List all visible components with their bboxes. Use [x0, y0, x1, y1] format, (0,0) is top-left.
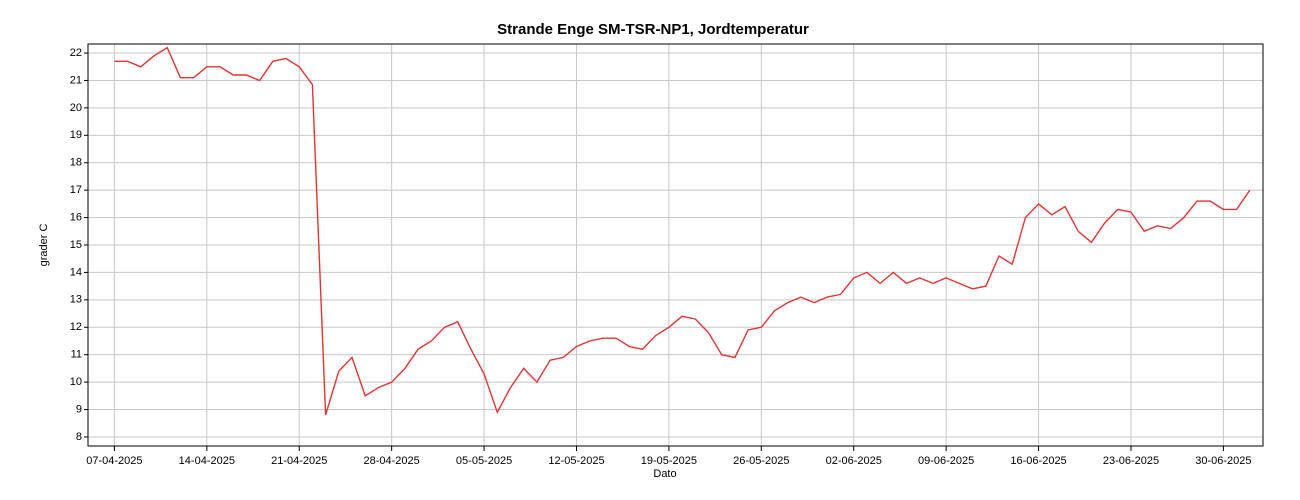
y-tick-label: 16: [70, 211, 82, 223]
y-tick-label: 19: [70, 129, 82, 141]
x-tick-label: 19-05-2025: [641, 455, 697, 467]
x-tick-label: 30-06-2025: [1195, 455, 1251, 467]
plot-frame: [87, 43, 1264, 447]
x-tick-label: 12-05-2025: [548, 455, 604, 467]
data-line: [114, 46, 1251, 416]
x-axis-label: Dato: [653, 468, 676, 480]
x-tick-label: 16-06-2025: [1010, 455, 1066, 467]
y-tick-label: 15: [70, 239, 82, 251]
y-tick-label: 12: [70, 321, 82, 333]
y-tick-label: 18: [70, 157, 82, 169]
y-tick-label: 20: [70, 102, 82, 114]
x-tick-label: 09-06-2025: [918, 455, 974, 467]
x-tick-label: 05-05-2025: [456, 455, 512, 467]
x-tick-label: 21-04-2025: [271, 455, 327, 467]
x-tick-label: 26-05-2025: [733, 455, 789, 467]
y-tick-label: 14: [70, 266, 82, 278]
y-tick-label: 21: [70, 74, 82, 86]
x-tick-label: 02-06-2025: [826, 455, 882, 467]
y-tick-label: 8: [76, 431, 82, 443]
y-tick-label: 17: [70, 184, 82, 196]
x-tick-label: 28-04-2025: [364, 455, 420, 467]
chart-title: Strande Enge SM-TSR-NP1, Jordtemperatur: [497, 21, 809, 38]
y-tick-label: 9: [76, 403, 82, 415]
y-axis-label: grader C: [38, 224, 50, 267]
x-tick-label: 23-06-2025: [1103, 455, 1159, 467]
x-tick-label: 14-04-2025: [179, 455, 235, 467]
y-tick-label: 22: [70, 47, 82, 59]
x-tick-label: 07-04-2025: [86, 455, 142, 467]
y-tick-label: 13: [70, 294, 82, 306]
y-tick-label: 11: [71, 349, 82, 361]
y-tick-label: 10: [70, 376, 82, 388]
